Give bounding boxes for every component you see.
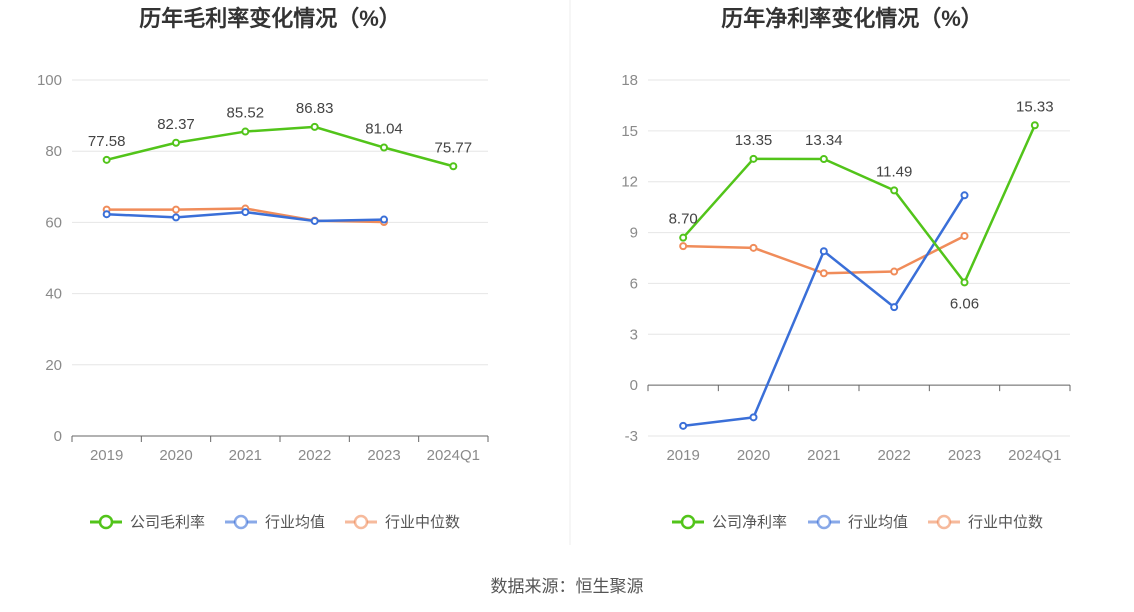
data-label: 13.34 xyxy=(805,132,843,149)
y-tick-label: 9 xyxy=(630,225,638,242)
data-point xyxy=(102,155,111,164)
series-line xyxy=(106,125,454,168)
y-tick-label: 0 xyxy=(630,377,638,394)
data-point xyxy=(819,154,828,163)
data-point xyxy=(679,242,688,251)
data-label: 81.04 xyxy=(365,120,403,137)
source-text: 数据来源：恒生聚源 xyxy=(491,577,644,596)
data-label: 11.49 xyxy=(876,163,912,180)
legend-label: 公司毛利率 xyxy=(130,514,205,531)
data-point xyxy=(679,421,688,430)
data-label: 82.37 xyxy=(157,116,195,133)
legend-marker xyxy=(816,514,832,530)
x-tick-label: 2019 xyxy=(90,447,123,464)
data-point xyxy=(890,267,899,276)
data-point xyxy=(960,191,969,200)
data-point xyxy=(890,186,899,195)
legend-marker xyxy=(233,514,249,530)
data-label: 15.33 xyxy=(1016,98,1054,115)
gross-margin-chart: 历年毛利率变化情况（%） 0 20 40 60 80 100 2019 2020 2021 2022… xyxy=(37,6,489,531)
x-tick-label: 2022 xyxy=(877,447,910,464)
legend-marker xyxy=(936,514,952,530)
legend-marker xyxy=(353,514,369,530)
data-point xyxy=(1030,121,1039,130)
y-tick-label: 0 xyxy=(54,428,62,445)
y-tick-label: 3 xyxy=(630,326,638,343)
data-point xyxy=(819,269,828,278)
data-point xyxy=(241,208,250,217)
x-tick-label: 2024Q1 xyxy=(427,447,480,464)
legend-label: 行业中位数 xyxy=(968,514,1043,531)
data-point xyxy=(380,215,388,224)
x-tick-label: 2020 xyxy=(737,447,770,464)
x-tick-label: 2019 xyxy=(666,447,699,464)
y-tick-label: 80 xyxy=(45,143,62,160)
data-label: 86.83 xyxy=(296,100,334,117)
data-point xyxy=(310,122,319,131)
x-tick-label: 2021 xyxy=(807,447,840,464)
y-tick-label: 6 xyxy=(630,275,638,292)
data-point xyxy=(679,233,688,242)
series-line xyxy=(682,124,1036,284)
data-point xyxy=(241,127,250,136)
y-tick-label: 20 xyxy=(45,357,62,374)
data-point xyxy=(890,303,899,312)
net-margin-chart: 历年净利率变化情况（%） -3 0 3 6 9 12 15 18 2019 2020 2021 2022… xyxy=(621,6,1071,531)
data-label: 85.52 xyxy=(227,105,265,122)
data-label: 77.58 xyxy=(88,133,126,150)
data-point xyxy=(102,210,111,219)
data-point xyxy=(172,213,180,222)
data-label: 75.77 xyxy=(435,139,473,156)
data-label: 6.06 xyxy=(950,295,979,312)
x-tick-label: 2023 xyxy=(948,447,981,464)
y-tick-label: 40 xyxy=(45,286,62,303)
data-point xyxy=(749,413,758,422)
data-point xyxy=(960,231,969,240)
x-tick-label: 2020 xyxy=(159,447,192,464)
data-point xyxy=(819,247,828,256)
data-point xyxy=(172,205,180,214)
chart-title: 历年毛利率变化情况（%） xyxy=(139,6,401,31)
chart-title: 历年净利率变化情况（%） xyxy=(721,6,983,31)
x-tick-label: 2024Q1 xyxy=(1008,447,1061,464)
data-point xyxy=(172,138,180,147)
y-tick-label: -3 xyxy=(625,428,638,445)
data-point xyxy=(749,243,758,252)
x-tick-label: 2021 xyxy=(229,447,262,464)
data-point xyxy=(749,154,758,163)
y-tick-label: 12 xyxy=(621,174,638,191)
y-tick-label: 60 xyxy=(45,214,62,231)
y-tick-label: 18 xyxy=(621,72,638,89)
legend-marker xyxy=(680,514,696,530)
legend-marker xyxy=(98,514,114,530)
legend-label: 行业均值 xyxy=(265,514,325,531)
data-label: 8.70 xyxy=(669,211,698,228)
y-tick-label: 100 xyxy=(37,72,62,89)
x-tick-label: 2023 xyxy=(367,447,400,464)
data-label: 13.35 xyxy=(735,132,773,149)
y-tick-label: 15 xyxy=(621,123,638,140)
data-point xyxy=(449,162,458,171)
x-tick-label: 2022 xyxy=(298,447,331,464)
data-point xyxy=(960,278,969,287)
legend-label: 行业中位数 xyxy=(385,514,460,531)
legend-label: 行业均值 xyxy=(848,514,908,531)
data-point xyxy=(380,143,388,152)
series-line xyxy=(683,194,966,428)
legend-label: 公司净利率 xyxy=(712,514,787,531)
data-point xyxy=(310,216,319,225)
